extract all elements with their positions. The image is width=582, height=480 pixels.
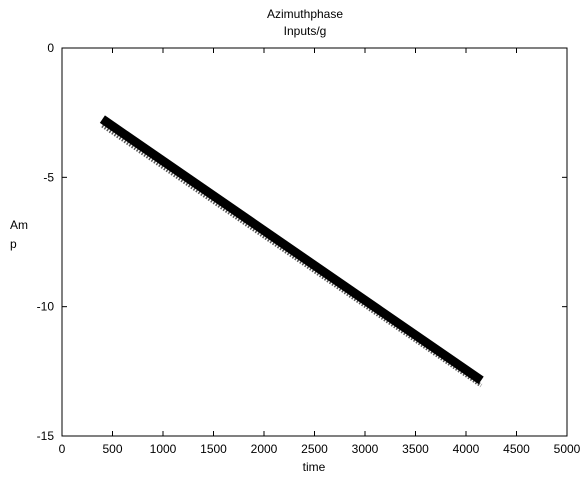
y-tick-label: 0 xyxy=(47,41,54,55)
x-tick-label: 4500 xyxy=(503,442,530,456)
x-tick-label: 5000 xyxy=(554,442,581,456)
x-tick-label: 500 xyxy=(102,442,122,456)
x-tick-label: 1000 xyxy=(150,442,177,456)
x-tick-label: 1500 xyxy=(200,442,227,456)
y-axis-label-line-2: p xyxy=(10,237,17,251)
x-axis-label: time xyxy=(303,460,326,474)
series-layer xyxy=(99,115,484,388)
x-axis: 0 500 1000 1500 2000 2500 3000 3500 4000 4500 5000 xyxy=(59,48,581,456)
chart-title-line-2: Inputs/g xyxy=(284,24,327,38)
x-tick-label: 2500 xyxy=(301,442,328,456)
y-tick-label: -15 xyxy=(37,429,55,443)
y-tick-label: -5 xyxy=(43,170,54,184)
y-axis-label-line-1: Am xyxy=(10,218,28,232)
x-tick-label: 3000 xyxy=(352,442,379,456)
series-line-1 xyxy=(99,115,484,385)
y-axis: 0 -5 -10 -15 xyxy=(37,41,567,443)
x-tick-label: 4000 xyxy=(453,442,480,456)
x-tick-label: 2000 xyxy=(251,442,278,456)
y-tick-label: -10 xyxy=(37,300,55,314)
x-tick-label: 0 xyxy=(59,442,66,456)
plot-area-frame xyxy=(61,47,568,437)
chart-title-line-1: Azimuthphase xyxy=(267,7,343,21)
x-tick-label: 3500 xyxy=(402,442,429,456)
